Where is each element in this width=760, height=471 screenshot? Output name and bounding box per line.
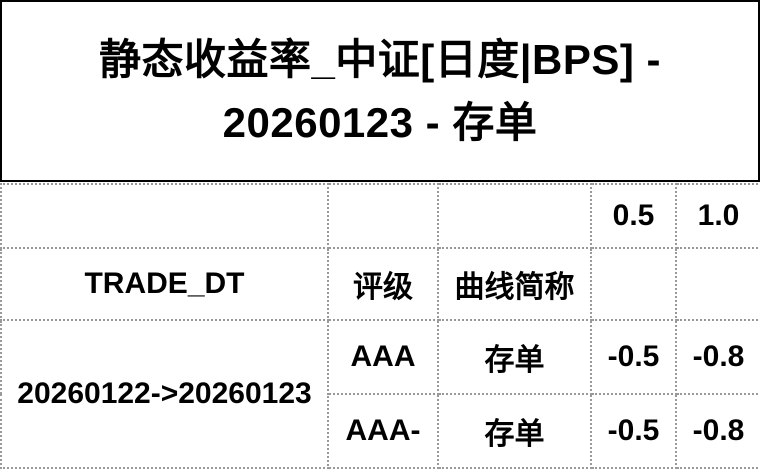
- tenor-header-row: 0.5 1.0: [0, 183, 760, 249]
- tenor-header-0-5: 0.5: [590, 183, 677, 249]
- cell-value-0-5y-aaa: -0.5: [590, 319, 677, 395]
- empty-header-cell: [590, 247, 677, 321]
- column-header-curve-name: 曲线简称: [437, 247, 592, 321]
- cell-curve-name: 存单: [437, 393, 592, 469]
- empty-header-cell: [0, 183, 329, 249]
- report-title-box: 静态收益率_中证[日度|BPS] - 20260123 - 存单: [0, 0, 760, 182]
- cell-rating-aaa: AAA: [327, 319, 439, 395]
- column-header-row: TRADE_DT 评级 曲线简称: [0, 247, 760, 321]
- cell-value-0-5y-aaa-minus: -0.5: [590, 393, 677, 469]
- empty-header-cell: [437, 183, 592, 249]
- empty-header-cell: [675, 247, 760, 321]
- cell-trade-dt: 20260122->20260123: [0, 319, 329, 469]
- cell-value-1-0y-aaa-minus: -0.8: [675, 393, 760, 469]
- cell-curve-name: 存单: [437, 319, 592, 395]
- column-header-rating: 评级: [327, 247, 439, 321]
- data-row-aaa: 20260122->20260123 AAA 存单 -0.5 -0.8: [0, 319, 760, 469]
- cell-rating-aaa-minus: AAA-: [327, 393, 439, 469]
- report-title: 静态收益率_中证[日度|BPS] - 20260123 - 存单: [98, 36, 662, 146]
- empty-header-cell: [327, 183, 439, 249]
- column-header-trade-dt: TRADE_DT: [0, 247, 329, 321]
- yield-change-table: 0.5 1.0 TRADE_DT 评级 曲线简称 20260122->20260…: [0, 183, 760, 469]
- cell-value-1-0y-aaa: -0.8: [675, 319, 760, 395]
- data-row-aaa-minus: AAA- 存单 -0.5 -0.8: [1, 393, 760, 469]
- tenor-header-1-0: 1.0: [675, 183, 760, 249]
